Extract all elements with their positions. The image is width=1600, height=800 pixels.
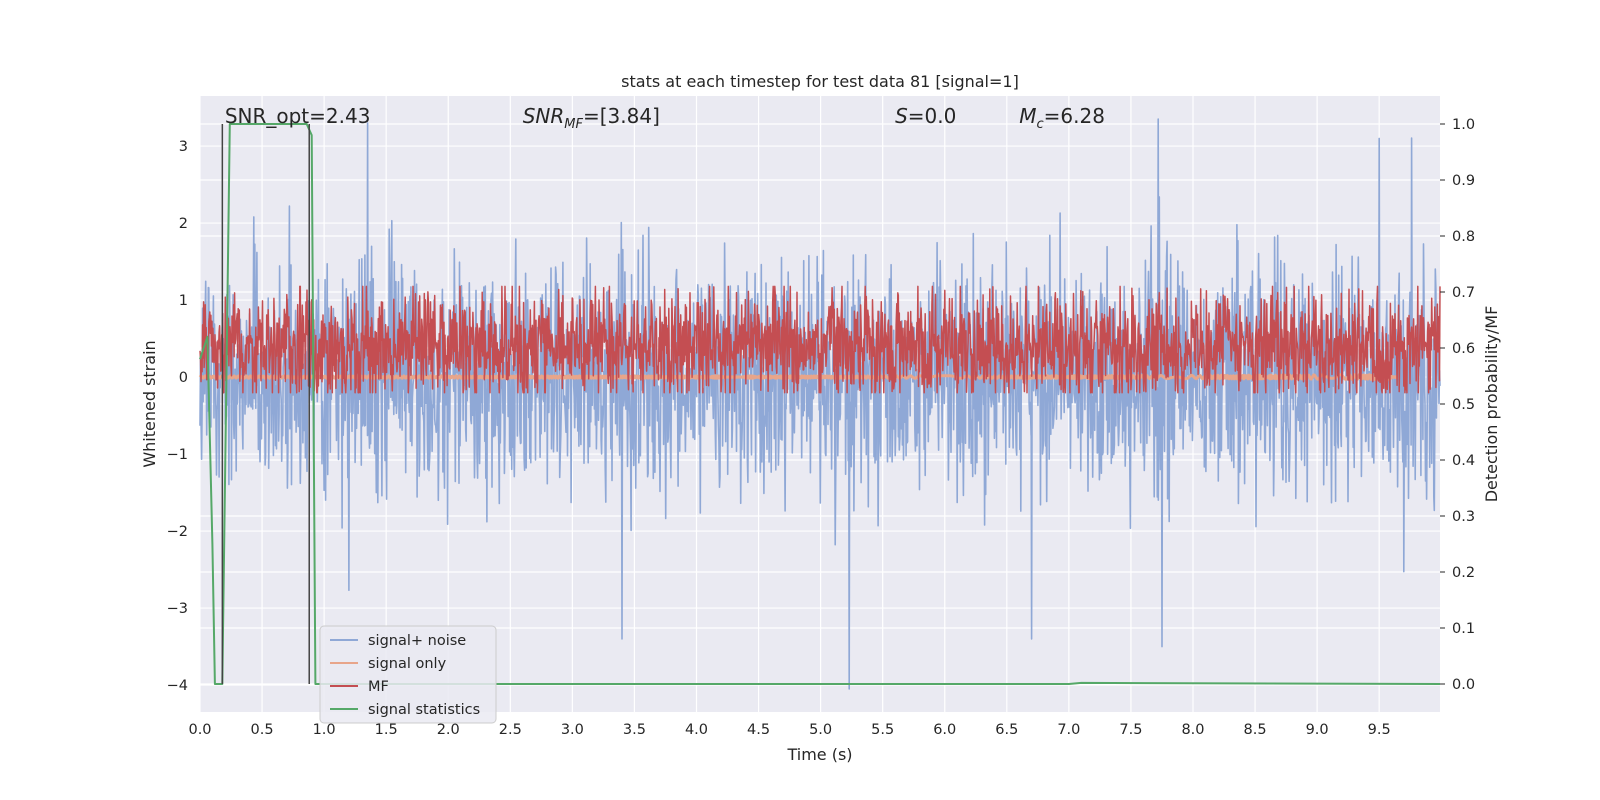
y-tick-label: −3 — [167, 601, 188, 617]
legend-label: signal statistics — [368, 702, 480, 718]
y2-tick-label: 0.2 — [1452, 565, 1475, 581]
y-tick-label: −4 — [167, 678, 188, 694]
legend-label: signal only — [368, 656, 447, 672]
x-tick-label: 3.5 — [623, 722, 646, 738]
annotation-text: S=0.0 — [895, 104, 956, 128]
x-tick-label: 7.5 — [1119, 722, 1142, 738]
y-tick-label: 2 — [179, 216, 188, 232]
x-tick-label: 9.5 — [1368, 722, 1391, 738]
legend-box — [319, 625, 497, 724]
x-tick-labels: 0.0 0.5 1.0 1.5 2.0 2.5 3.0 3.5 4.0 4.5 5.0 5.5 6.0 6… — [188, 722, 1390, 738]
series-layer — [198, 118, 1441, 690]
x-tick-label: 4.5 — [747, 722, 770, 738]
series-mf — [199, 285, 1441, 394]
y2-tick-label: 0.8 — [1452, 229, 1475, 245]
legend: signal+ noise signal only MF signal statist… — [319, 625, 497, 724]
legend-label: MF — [368, 679, 389, 695]
y-tick-label: 1 — [179, 293, 188, 309]
y-tick-label: 0 — [179, 370, 188, 386]
x-tick-label: 5.5 — [871, 722, 894, 738]
x-tick-label: 2.5 — [499, 722, 522, 738]
x-tick-label: 8.5 — [1244, 722, 1267, 738]
y2-tick-label: 0.1 — [1452, 621, 1475, 637]
x-tick-label: 8.0 — [1181, 722, 1204, 738]
x-axis-label: Time (s) — [786, 745, 852, 764]
y2-axis-label: Detection probability/MF — [1482, 306, 1501, 503]
x-tick-label: 0.0 — [188, 722, 211, 738]
y2-tick-label: 0.4 — [1452, 453, 1475, 469]
y2-tick-label: 1.0 — [1452, 117, 1475, 133]
x-tick-label: 6.5 — [995, 722, 1018, 738]
x-tick-label: 3.0 — [561, 722, 584, 738]
annotation-text: Mc=6.28 — [1019, 104, 1105, 132]
x-tick-label: 6.0 — [933, 722, 956, 738]
y2-tick-label: 0.9 — [1452, 173, 1475, 189]
y-tick-label: −2 — [167, 524, 188, 540]
x-tick-label: 5.0 — [809, 722, 832, 738]
x-tick-label: 1.0 — [313, 722, 336, 738]
annotation-text: SNRMF=[3.84] — [523, 104, 660, 132]
x-tick-label: 9.0 — [1306, 722, 1329, 738]
y-axis-label: Whitened strain — [140, 340, 159, 467]
legend-label: signal+ noise — [368, 633, 466, 649]
y-tick-labels: 3 2 1 0 −1 −2 −3 −4 — [167, 139, 188, 694]
x-tick-label: 2.0 — [437, 722, 460, 738]
y-tick-label: 3 — [179, 139, 188, 155]
y2-tick-label: 0.6 — [1452, 341, 1475, 357]
y2-tick-label: 0.7 — [1452, 285, 1475, 301]
y2-tick-labels: 1.0 0.9 0.8 0.7 0.6 0.5 0.4 0.3 0.2 0.1 0.0 — [1440, 117, 1475, 693]
y2-tick-label: 0.5 — [1452, 397, 1475, 413]
annotation-text: SNR_opt=2.43 — [225, 104, 371, 128]
x-tick-label: 4.0 — [685, 722, 708, 738]
x-tick-label: 7.0 — [1057, 722, 1080, 738]
series-signal-noise — [199, 118, 1441, 690]
y2-tick-label: 0.0 — [1452, 677, 1475, 693]
vline-layer — [221, 124, 310, 684]
y-tick-label: −1 — [167, 447, 188, 463]
y2-tick-label: 0.3 — [1452, 509, 1475, 525]
annotations: SNR_opt=2.43 SNRMF=[3.84] S=0.0 Mc=6.28 — [225, 104, 1105, 132]
x-tick-label: 0.5 — [251, 722, 274, 738]
chart-title: stats at each timestep for test data 81 … — [621, 72, 1019, 91]
series-signal-statistics — [199, 123, 1441, 685]
x-tick-label: 1.5 — [375, 722, 398, 738]
